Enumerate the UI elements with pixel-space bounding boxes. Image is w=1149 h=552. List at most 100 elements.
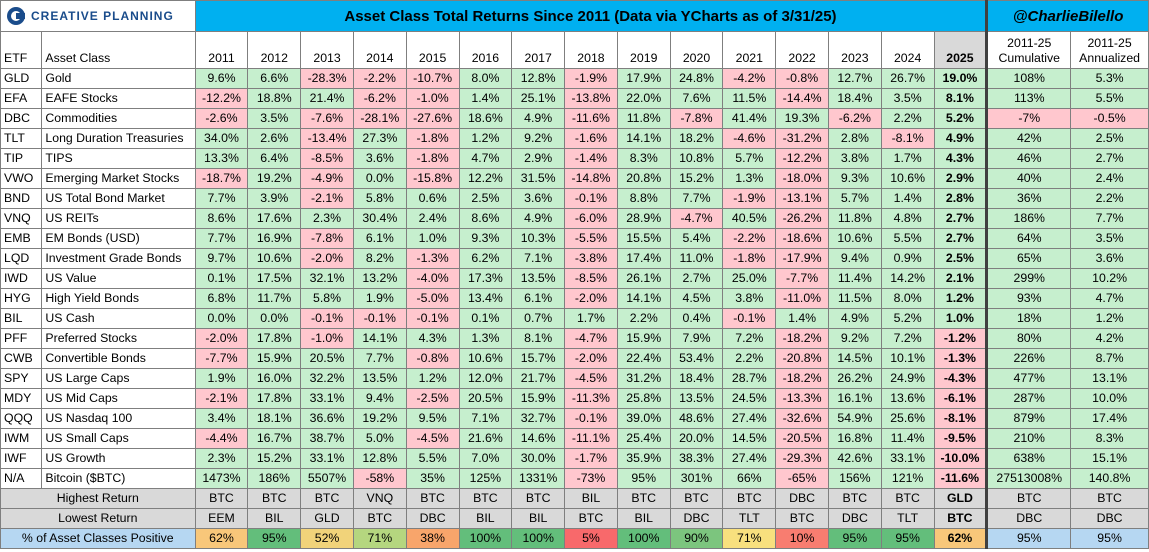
summary-cell: BTC [722, 488, 777, 509]
return-cell: 32.1% [300, 268, 354, 289]
etf-ticker: IWF [0, 448, 43, 469]
return-cell: -32.6% [775, 408, 829, 429]
return-cell: 10.6% [458, 348, 513, 369]
etf-ticker: SPY [0, 368, 43, 389]
asset-class-name: US REITs [41, 208, 196, 229]
return-cell: 2.7% [933, 208, 988, 229]
return-cell: 12.8% [352, 448, 407, 469]
return-cell: -1.3% [405, 248, 460, 269]
return-cell: 11.4% [880, 428, 935, 449]
etf-ticker: GLD [0, 68, 43, 89]
header-year: 2012 [247, 31, 302, 69]
return-cell: 20.5% [300, 348, 354, 369]
return-cell: -18.7% [194, 168, 249, 189]
asset-row: MDY US Mid Caps -2.1% 17.8% 33.1% 9.4% -2.5% 20… [0, 388, 1149, 409]
summary-cell: 62% [933, 528, 988, 549]
return-cell: 5.7% [722, 148, 777, 169]
return-cell: 5.4% [669, 228, 724, 249]
return-cell: 33.1% [300, 388, 354, 409]
return-cell: 16.0% [247, 368, 302, 389]
return-cell: 3.8% [722, 288, 777, 309]
return-cell: 16.7% [247, 428, 302, 449]
header-asset-class: Asset Class [41, 31, 196, 69]
summary-label: Lowest Return [0, 508, 196, 529]
return-cell: 24.5% [722, 388, 777, 409]
return-cell: 13.5% [511, 268, 566, 289]
return-cell: -7.7% [194, 348, 249, 369]
annualized-cell: -0.5% [1070, 108, 1149, 129]
return-cell: 10.1% [880, 348, 935, 369]
return-cell: 1.3% [722, 168, 777, 189]
summary-cell: BTC [827, 488, 882, 509]
author-handle: @CharlieBilello [985, 0, 1149, 32]
return-cell: 5507% [300, 468, 354, 489]
return-cell: 9.2% [511, 128, 566, 149]
creative-planning-logo-icon [7, 7, 25, 26]
return-cell: 4.9% [827, 308, 882, 329]
return-cell: 17.6% [247, 208, 302, 229]
return-cell: -12.2% [194, 88, 249, 109]
etf-ticker: HYG [0, 288, 43, 309]
return-cell: 28.9% [616, 208, 671, 229]
return-cell: 24.8% [669, 68, 724, 89]
return-cell: -28.3% [300, 68, 354, 89]
return-cell: 3.6% [511, 188, 566, 209]
return-cell: 14.5% [827, 348, 882, 369]
return-cell: -4.0% [405, 268, 460, 289]
return-cell: 19.0% [933, 68, 988, 89]
return-cell: -0.1% [564, 188, 618, 209]
return-cell: -11.6% [933, 468, 988, 489]
header-year: 2017 [511, 31, 566, 69]
return-cell: 16.9% [247, 228, 302, 249]
return-cell: -2.2% [722, 228, 777, 249]
return-cell: 33.1% [300, 448, 354, 469]
cumulative-cell: 287% [985, 388, 1072, 409]
return-cell: 26.1% [616, 268, 671, 289]
return-cell: 19.2% [352, 408, 407, 429]
summary-cell: BIL [247, 508, 302, 529]
asset-row: PFF Preferred Stocks -2.0% 17.8% -1.0% 14.1% 4… [0, 328, 1149, 349]
logo-text: CREATIVE PLANNING [31, 8, 174, 23]
return-cell: 17.8% [247, 328, 302, 349]
asset-row: LQD Investment Grade Bonds 9.7% 10.6% -2.0% 8… [0, 248, 1149, 269]
etf-ticker: EFA [0, 88, 43, 109]
annualized-cell: 10.0% [1070, 388, 1149, 409]
asset-class-name: Long Duration Treasuries [41, 128, 196, 149]
header-year: 2015 [405, 31, 460, 69]
asset-class-name: Bitcoin ($BTC) [41, 468, 196, 489]
return-cell: 17.9% [616, 68, 671, 89]
return-cell: -1.9% [564, 68, 618, 89]
return-cell: 21.7% [511, 368, 566, 389]
return-cell: 33.1% [880, 448, 935, 469]
cumulative-cell: 186% [985, 208, 1072, 229]
return-cell: -18.2% [775, 328, 829, 349]
return-cell: 18.8% [247, 88, 302, 109]
return-cell: -7.8% [669, 108, 724, 129]
summary-cell: DBC [669, 508, 724, 529]
return-cell: -11.3% [564, 388, 618, 409]
return-cell: 1.7% [564, 308, 618, 329]
return-cell: -2.2% [352, 68, 407, 89]
etf-ticker: BND [0, 188, 43, 209]
return-cell: 8.0% [458, 68, 513, 89]
return-cell: -17.9% [775, 248, 829, 269]
summary-cell: BTC [564, 508, 618, 529]
return-cell: -1.6% [564, 128, 618, 149]
etf-ticker: N/A [0, 468, 43, 489]
asset-row: IWM US Small Caps -4.4% 16.7% 38.7% 5.0% -4.5%… [0, 428, 1149, 449]
return-cell: 42.6% [827, 448, 882, 469]
return-cell: 0.6% [405, 188, 460, 209]
return-cell: 0.0% [247, 308, 302, 329]
return-cell: 12.7% [827, 68, 882, 89]
summary-cell: 95% [247, 528, 302, 549]
summary-cell: TLT [880, 508, 935, 529]
return-cell: 3.9% [247, 188, 302, 209]
return-cell: -1.8% [722, 248, 777, 269]
return-cell: -7.8% [300, 228, 354, 249]
return-cell: 2.8% [827, 128, 882, 149]
return-cell: -0.1% [564, 408, 618, 429]
etf-ticker: EMB [0, 228, 43, 249]
return-cell: -0.8% [775, 68, 829, 89]
return-cell: 9.7% [194, 248, 249, 269]
